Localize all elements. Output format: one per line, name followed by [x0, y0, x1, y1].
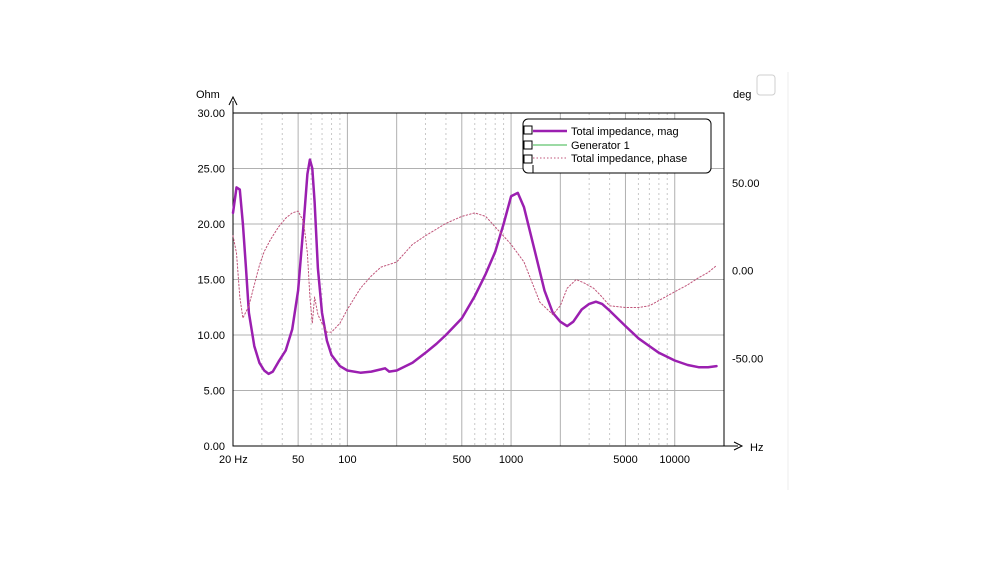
x-tick-label: 500 [453, 454, 471, 466]
legend-item-phase[interactable]: Total impedance, phase [523, 153, 687, 165]
legend-label-generator: Generator 1 [571, 140, 630, 152]
corner-checkbox[interactable] [756, 74, 776, 96]
y-left-tick-label: 10.00 [197, 330, 225, 342]
y-left-tick-label: 30.00 [197, 108, 225, 120]
y-left-tick-label: 5.00 [204, 386, 225, 398]
y-left-tick-label: 15.00 [197, 275, 225, 287]
legend-checkbox[interactable] [523, 125, 533, 135]
legend: Total impedance, mag Generator 1 Total i… [522, 118, 712, 174]
legend-checkbox[interactable] [523, 154, 533, 164]
y-left-tick-label: 25.00 [197, 164, 225, 176]
x-tick-label: 5000 [613, 454, 637, 466]
y-left-tick-label: 0.00 [204, 441, 225, 453]
y-right-tick-label: 50.00 [732, 178, 760, 190]
x-unit-label: Hz [750, 442, 763, 454]
y-left-unit-label: Ohm [196, 89, 220, 101]
y-right-tick-label: -50.00 [732, 353, 763, 365]
legend-checkbox[interactable] [523, 140, 533, 150]
y-right-tick-label: 0.00 [732, 266, 753, 278]
x-tick-label: 1000 [499, 454, 523, 466]
y-left-tick-label: 20.00 [197, 219, 225, 231]
axes: 0.00 5.00 10.00 15.00 20.00 25.00 30.00 50.00 0.… [197, 95, 763, 466]
x-axis-arrow [733, 441, 744, 451]
x-tick-label: 20 Hz [219, 454, 248, 466]
legend-box [522, 118, 712, 174]
x-tick-label: 100 [338, 454, 356, 466]
y-left-axis-arrow [228, 95, 238, 106]
legend-item-generator[interactable]: Generator 1 [523, 140, 630, 152]
x-tick-label: 50 [292, 454, 304, 466]
series-line-impedance-phase [232, 210, 717, 333]
legend-label-phase: Total impedance, phase [571, 153, 687, 165]
legend-label-mag: Total impedance, mag [571, 126, 679, 138]
legend-item-mag[interactable]: Total impedance, mag [523, 125, 679, 138]
x-tick-label: 10000 [659, 454, 690, 466]
y-right-unit-label: deg [733, 89, 751, 101]
series-line-impedance-mag [231, 158, 718, 376]
series-group [231, 158, 718, 376]
